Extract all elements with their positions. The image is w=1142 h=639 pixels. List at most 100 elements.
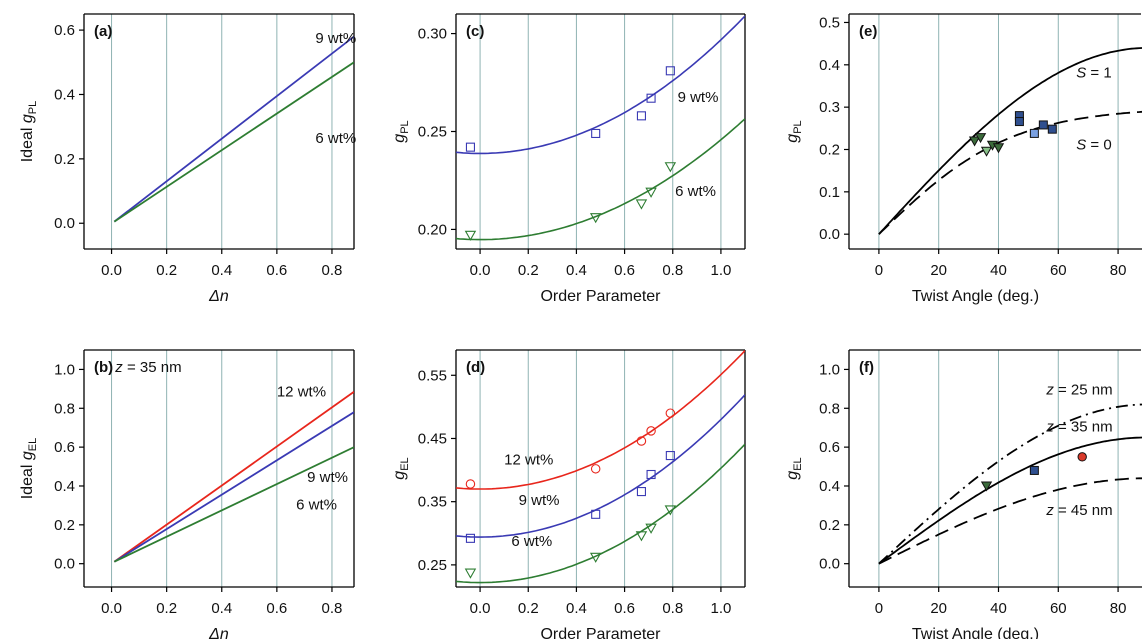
data-point bbox=[645, 523, 657, 534]
series-label: 6 wt% bbox=[675, 183, 716, 200]
data-point bbox=[664, 162, 677, 173]
y-tick-label: 0.8 bbox=[54, 400, 75, 417]
series-label: S = 1 bbox=[1076, 65, 1111, 82]
data-point bbox=[968, 136, 981, 147]
x-tick-label: 20 bbox=[930, 600, 947, 617]
series-label: z = 35 nm bbox=[1045, 419, 1112, 436]
data-point bbox=[635, 199, 648, 210]
x-axis-label: Order Parameter bbox=[540, 288, 661, 305]
x-tick-label: 0.4 bbox=[566, 600, 587, 617]
data-point bbox=[465, 142, 476, 152]
y-axis-label: Ideal gPL bbox=[19, 101, 39, 163]
x-tick-label: 1.0 bbox=[710, 600, 731, 617]
data-point bbox=[1077, 452, 1087, 462]
data-point bbox=[636, 487, 646, 497]
x-tick-label: 0.8 bbox=[662, 262, 683, 279]
y-axis-label: gEL bbox=[784, 457, 804, 479]
panel-e: 0 20 40 60 80 0.0 0.1 0.2 0.3 0.4 0.5 Twist Angle (… bbox=[784, 13, 1142, 305]
x-tick-label: 0.4 bbox=[211, 262, 232, 279]
y-tick-label: 0.6 bbox=[54, 22, 75, 39]
x-tick-label: 0.0 bbox=[101, 600, 122, 617]
plot-area bbox=[113, 35, 354, 223]
data-point bbox=[465, 479, 476, 489]
x-tick-label: 0.0 bbox=[470, 262, 491, 279]
y-tick-label: 0.25 bbox=[418, 557, 447, 574]
plot-area bbox=[113, 391, 354, 563]
panel-c: 0.0 0.2 0.4 0.6 0.8 1.0 0.20 0.25 0.30 Order Para… bbox=[391, 13, 746, 305]
x-tick-label: 60 bbox=[1050, 262, 1067, 279]
x-tick-label: 0.4 bbox=[211, 600, 232, 617]
series-label: 9 wt% bbox=[315, 30, 356, 47]
data-point bbox=[636, 436, 647, 446]
y-tick-label: 0.2 bbox=[819, 517, 840, 534]
data-point bbox=[464, 230, 477, 241]
panel-annotation: z = 35 nm bbox=[114, 359, 181, 376]
y-tick-label: 0.0 bbox=[54, 556, 75, 573]
x-tick-label: 0.4 bbox=[566, 262, 587, 279]
data-point bbox=[1014, 117, 1024, 127]
data-point bbox=[992, 143, 1005, 154]
y-tick-label: 0.2 bbox=[819, 141, 840, 158]
x-tick-label: 0.8 bbox=[322, 262, 343, 279]
x-tick-label: 1.0 bbox=[710, 262, 731, 279]
x-tick-label: 0.2 bbox=[156, 262, 177, 279]
x-tick-label: 0.8 bbox=[662, 600, 683, 617]
y-tick-label: 0.25 bbox=[418, 124, 447, 141]
series-label: 12 wt% bbox=[504, 451, 553, 468]
y-tick-label: 0.6 bbox=[819, 439, 840, 456]
data-point bbox=[664, 505, 677, 516]
data-point bbox=[465, 533, 476, 543]
series-label: z = 25 nm bbox=[1045, 382, 1112, 399]
data-point bbox=[980, 146, 993, 157]
series-label: 9 wt% bbox=[678, 89, 719, 106]
data-point bbox=[665, 450, 675, 461]
y-tick-label: 0.8 bbox=[819, 400, 840, 417]
fit-curve bbox=[456, 15, 745, 155]
theory-curve bbox=[878, 436, 1142, 565]
y-tick-label: 0.3 bbox=[819, 99, 840, 116]
x-tick-label: 0.2 bbox=[518, 600, 539, 617]
y-tick-label: 0.0 bbox=[54, 215, 75, 232]
series-label: 9 wt% bbox=[307, 469, 348, 486]
y-tick-label: 0.2 bbox=[54, 517, 75, 534]
series-label: 9 wt% bbox=[519, 492, 560, 509]
data-point bbox=[646, 469, 656, 480]
y-tick-label: 0.1 bbox=[819, 184, 840, 201]
y-tick-label: 0.45 bbox=[418, 430, 447, 447]
plot-area bbox=[456, 350, 745, 584]
y-tick-label: 0.30 bbox=[418, 26, 447, 43]
data-point bbox=[635, 531, 648, 542]
x-tick-label: 40 bbox=[990, 262, 1007, 279]
plot-area bbox=[878, 47, 1142, 235]
y-tick-label: 1.0 bbox=[819, 361, 840, 378]
data-point bbox=[590, 464, 601, 474]
y-tick-label: 0.0 bbox=[819, 226, 840, 243]
data-point bbox=[1047, 124, 1057, 134]
x-tick-label: 0.8 bbox=[322, 600, 343, 617]
y-tick-label: 0.4 bbox=[54, 478, 75, 495]
x-tick-label: 0.6 bbox=[266, 600, 287, 617]
data-point bbox=[589, 213, 602, 224]
panel-label: (f) bbox=[859, 359, 874, 376]
data-point bbox=[591, 128, 601, 139]
y-tick-label: 0.55 bbox=[418, 367, 447, 384]
x-tick-label: 0.6 bbox=[266, 262, 287, 279]
data-point bbox=[1029, 128, 1039, 138]
y-tick-label: 0.0 bbox=[819, 556, 840, 573]
data-point bbox=[591, 509, 601, 519]
theory-curve bbox=[878, 110, 1142, 235]
panel-label: (e) bbox=[859, 23, 877, 40]
panel-label: (b) bbox=[94, 359, 113, 376]
series-line bbox=[113, 411, 354, 563]
x-axis-label: Δn bbox=[208, 288, 229, 305]
y-tick-label: 1.0 bbox=[54, 361, 75, 378]
y-tick-label: 0.35 bbox=[418, 494, 447, 511]
x-tick-label: 0.2 bbox=[518, 262, 539, 279]
y-tick-label: 0.4 bbox=[819, 478, 840, 495]
y-tick-label: 0.6 bbox=[54, 439, 75, 456]
series-label: z = 45 nm bbox=[1045, 502, 1112, 519]
data-point bbox=[1038, 120, 1048, 130]
fit-curve bbox=[456, 443, 745, 584]
y-tick-label: 0.20 bbox=[418, 221, 447, 238]
